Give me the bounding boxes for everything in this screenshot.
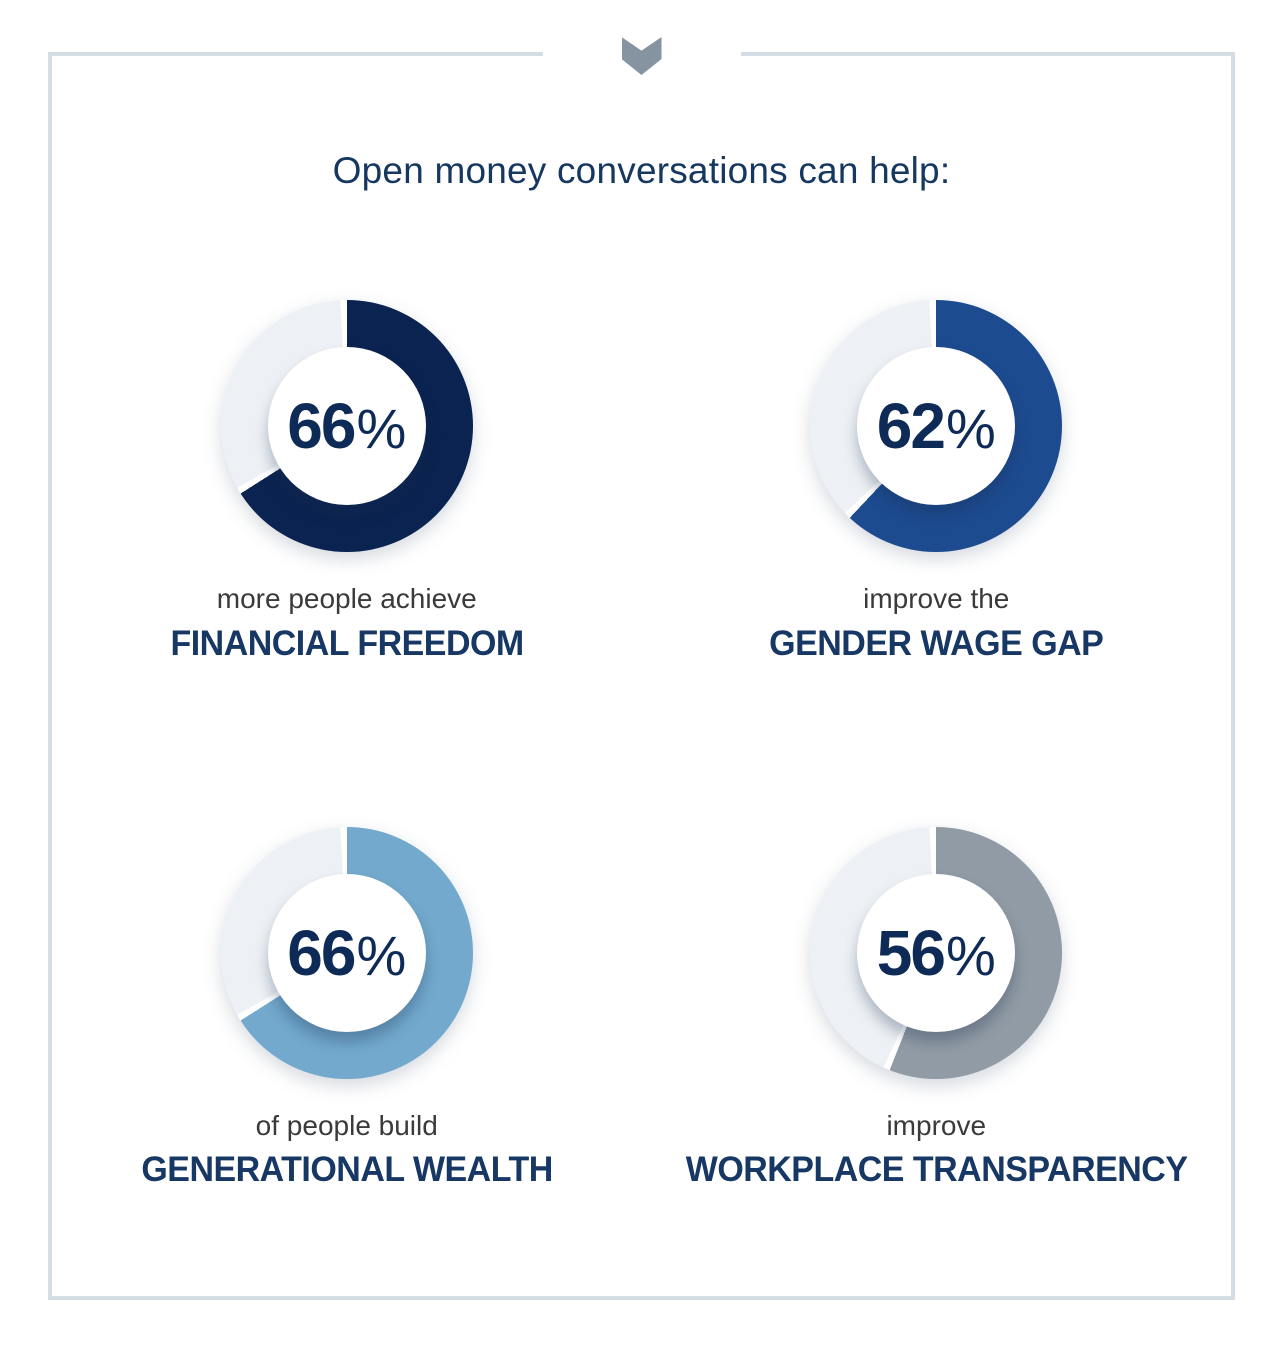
stat-card-generational-wealth: 66% of people build GENERATIONAL WEALTH (52, 826, 642, 1192)
stat-number: 56 (876, 916, 946, 989)
stat-card-financial-freedom: 66% more people achieve FINANCIAL FREEDO… (52, 300, 642, 665)
donut-hole: 66% (267, 347, 426, 505)
stat-card-gender-wage-gap: 62% improve the GENDER WAGE GAP (642, 300, 1232, 665)
percent-sign: % (356, 397, 407, 460)
percent-sign: % (356, 923, 407, 987)
stat-caption-bold: WORKPLACE TRANSPARENCY (685, 1150, 1188, 1190)
percent-sign: % (945, 397, 996, 460)
percent-sign: % (945, 923, 996, 987)
stat-caption-light: improve the (863, 583, 1010, 614)
stat-number: 62 (876, 390, 946, 462)
infographic-frame: Open money conversations can help: 66% m… (48, 37, 1235, 1300)
stat-value: 66% (287, 394, 406, 458)
donut-chart-workplace-transparency: 56% (810, 826, 1063, 1079)
page-title: Open money conversations can help: (332, 150, 951, 191)
stat-caption-bold: GENERATIONAL WEALTH (141, 1150, 553, 1190)
stat-number: 66 (287, 390, 356, 462)
stat-card-workplace-transparency: 56% improve WORKPLACE TRANSPARENCY (642, 826, 1232, 1192)
donut-chart-gender-wage-gap: 62% (810, 300, 1063, 552)
stat-caption-light: of people build (255, 1109, 438, 1141)
stat-caption-light: more people achieve (216, 583, 477, 614)
donut-chart-generational-wealth: 66% (220, 826, 473, 1079)
donut-hole: 62% (857, 347, 1016, 505)
stat-caption-light: improve (886, 1109, 987, 1141)
donut-grid: 66% more people achieve FINANCIAL FREEDO… (52, 300, 1231, 1191)
stat-number: 66 (287, 916, 356, 989)
stat-value: 56% (877, 921, 996, 985)
stat-caption-bold: GENDER WAGE GAP (769, 623, 1104, 663)
stat-value: 62% (877, 394, 996, 458)
stat-caption-bold: FINANCIAL FREEDOM (170, 623, 524, 663)
donut-hole: 66% (267, 873, 426, 1032)
donut-chart-financial-freedom: 66% (220, 300, 473, 552)
stat-value: 66% (287, 921, 406, 985)
chevron-down-icon (621, 37, 662, 75)
donut-hole: 56% (857, 873, 1016, 1032)
